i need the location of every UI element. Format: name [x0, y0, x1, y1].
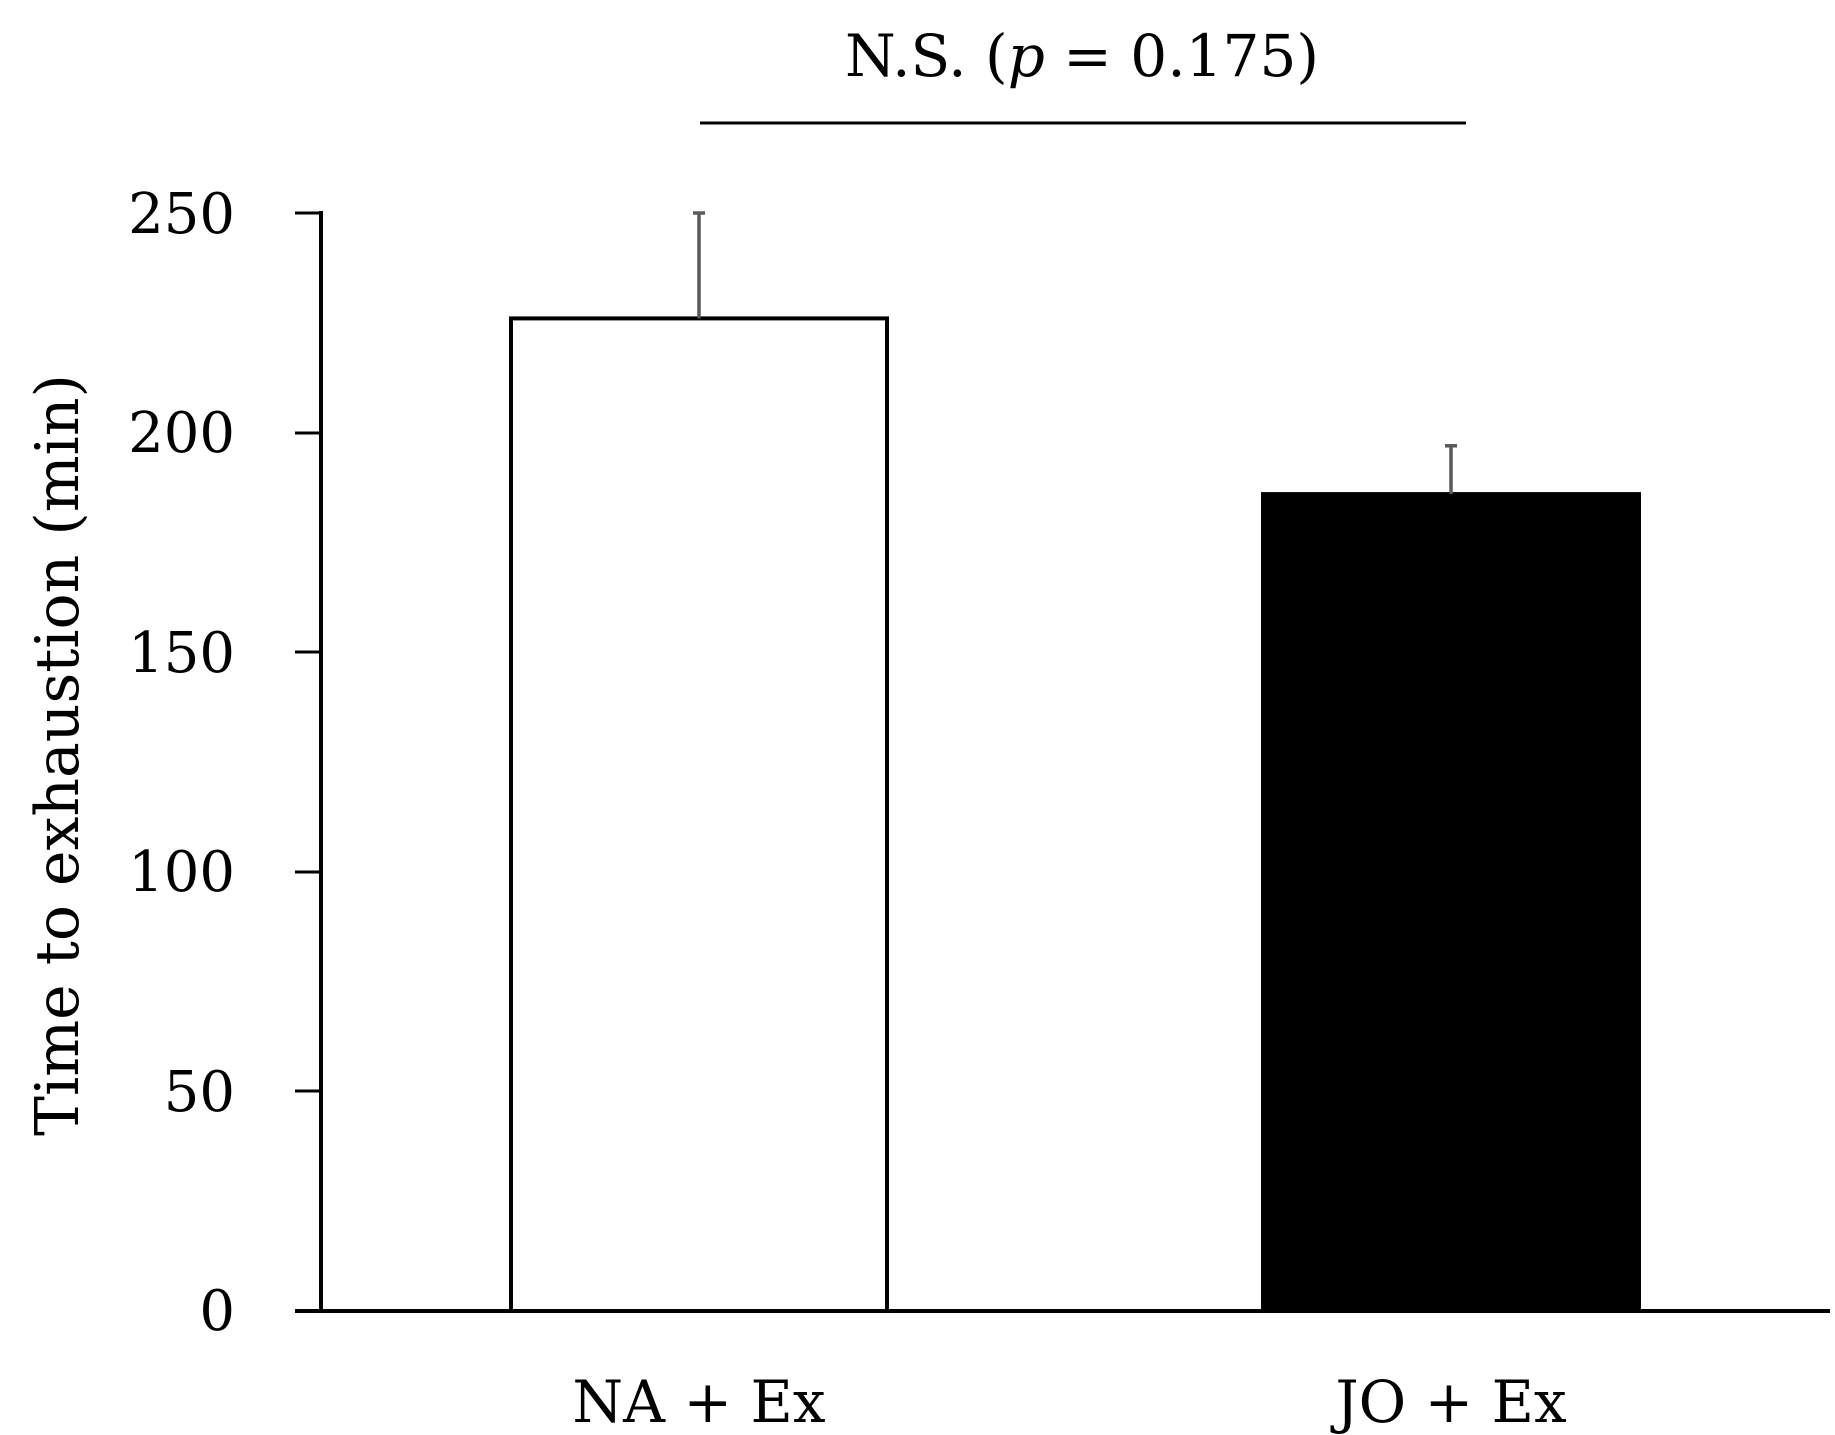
y-axis-title: Time to exhaustion (min) [23, 374, 93, 1136]
y-tick-label: 150 [128, 621, 235, 686]
significance-p-symbol: p [1008, 22, 1045, 90]
significance-suffix: = 0.175) [1045, 22, 1319, 90]
bar-jo-ex [1261, 492, 1641, 1313]
y-tick-label: 50 [164, 1060, 235, 1125]
y-tick-label: 250 [128, 182, 235, 247]
y-tick-label: 100 [128, 840, 235, 905]
significance-label: N.S. (p = 0.175) [845, 22, 1319, 90]
x-category-label-na-ex: NA + Ex [572, 1368, 825, 1435]
x-category-label-jo-ex: JO + Ex [1330, 1368, 1566, 1435]
bar-na-ex [509, 316, 889, 1313]
y-tick-label: 0 [199, 1279, 235, 1344]
y-tick-label: 200 [128, 401, 235, 466]
significance-prefix: N.S. ( [845, 22, 1008, 90]
